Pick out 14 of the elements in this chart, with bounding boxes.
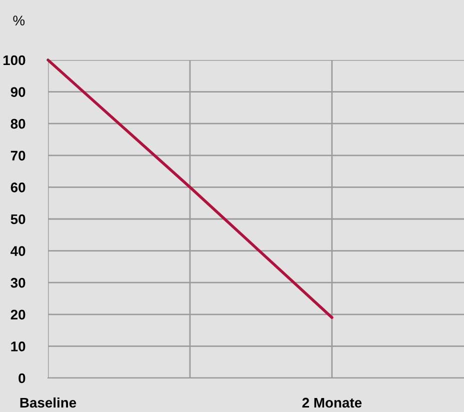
y-tick-label: 30 [10,278,26,288]
y-tick-label: 50 [10,214,26,224]
y-tick-label: 10 [11,342,26,352]
x-tick-label: 2 Monate [302,398,362,408]
y-tick-label: 60 [10,182,26,192]
x-tick-label: Baseline [20,397,76,408]
y-tick-label: 20 [10,310,26,320]
y-tick-label: 80 [10,118,26,129]
y-tick-label: 70 [10,150,26,161]
y-tick-label: 0 [18,373,26,384]
y-tick-label: 100 [3,55,26,66]
y-axis-title: % [13,16,25,26]
y-tick-label: 40 [10,246,26,256]
y-tick-label: 90 [10,87,26,97]
